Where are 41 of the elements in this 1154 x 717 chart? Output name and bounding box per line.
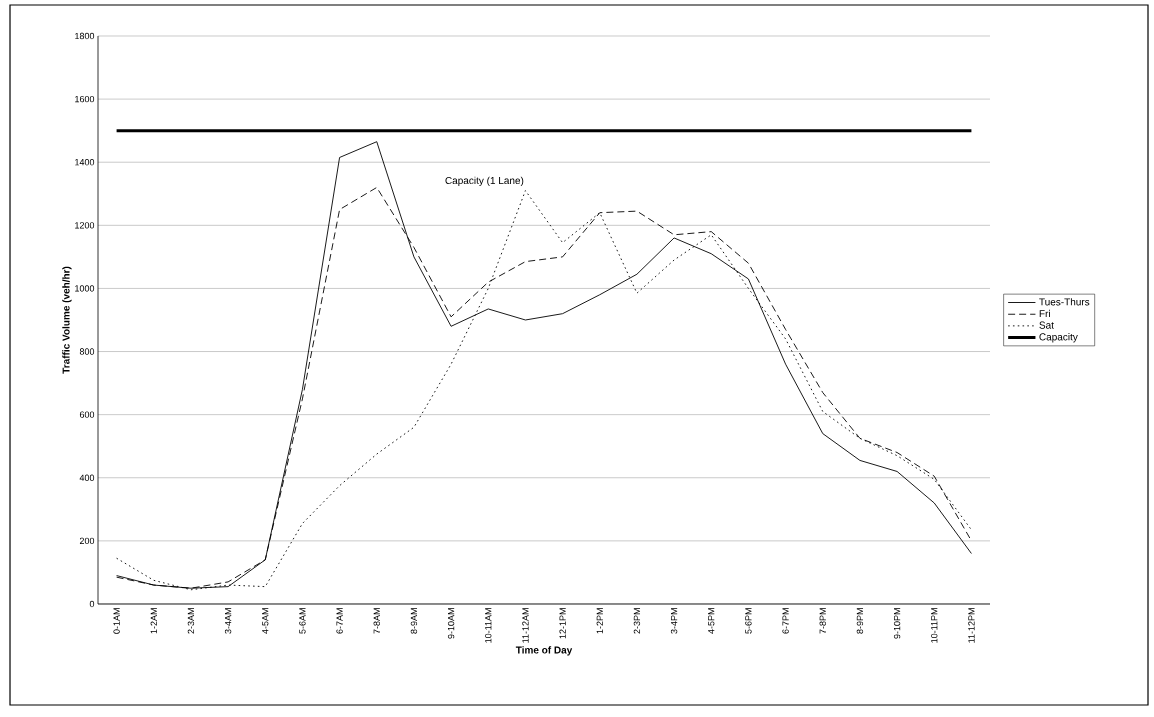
x-tick-label: 9-10PM (893, 608, 901, 639)
y-tick-label: 1400 (75, 159, 95, 166)
x-tick-label: 1-2AM (150, 608, 157, 634)
x-tick-label: 3-4AM (224, 608, 232, 634)
x-tick-label: 6-7AM (336, 608, 343, 634)
x-tick-label: 4-5PM (708, 608, 715, 634)
y-tick-label: 1800 (75, 32, 95, 40)
y-axis-title: Traffic Volume (veh/hr) (62, 266, 72, 374)
y-tick-label: 1200 (75, 222, 95, 229)
y-tick-label: 400 (79, 474, 95, 481)
x-tick-label: 5-6PM (745, 608, 752, 634)
y-tick-label: 600 (79, 411, 95, 418)
x-tick-label: 0-1AM (113, 608, 120, 634)
x-tick-label: 3-4PM (670, 608, 678, 634)
x-tick-label: 4-5AM (262, 608, 269, 634)
x-tick-label: 9-10AM (447, 608, 455, 639)
x-tick-label: 2-3AM (187, 608, 195, 634)
x-tick-label: 10-11PM (931, 608, 938, 643)
x-tick-label: 7-8PM (819, 608, 826, 634)
x-tick-label: 10-11AM (485, 608, 492, 643)
x-axis-title: Time of Day (515, 646, 573, 656)
legend-label: Tues-Thurs (1039, 298, 1090, 306)
x-tick-label: 6-7PM (782, 608, 789, 634)
x-tick-label: 8-9PM (856, 608, 864, 634)
y-tick-label: 1000 (75, 285, 95, 292)
y-tick-label: 200 (79, 537, 95, 545)
x-tick-label: 1-2PM (596, 608, 603, 634)
y-tick-label: 800 (79, 348, 95, 355)
y-tick-label: 0 (89, 600, 95, 608)
x-tick-label: 7-8AM (373, 608, 380, 634)
x-tick-label: 11-12AM (522, 608, 529, 643)
annotation: Capacity (1 Lane) (445, 176, 524, 187)
legend-label: Sat (1039, 321, 1054, 329)
x-tick-label: 5-6AM (299, 608, 306, 634)
legend-label: Capacity (1039, 333, 1078, 343)
y-tick-label: 1600 (75, 95, 95, 103)
x-tick-label: 12-1PM (559, 608, 566, 639)
legend-label: Fri (1039, 309, 1050, 318)
x-tick-label: 8-9AM (410, 608, 418, 634)
x-tick-label: 11-12PM (968, 608, 975, 643)
x-tick-label: 2-3PM (633, 608, 641, 634)
